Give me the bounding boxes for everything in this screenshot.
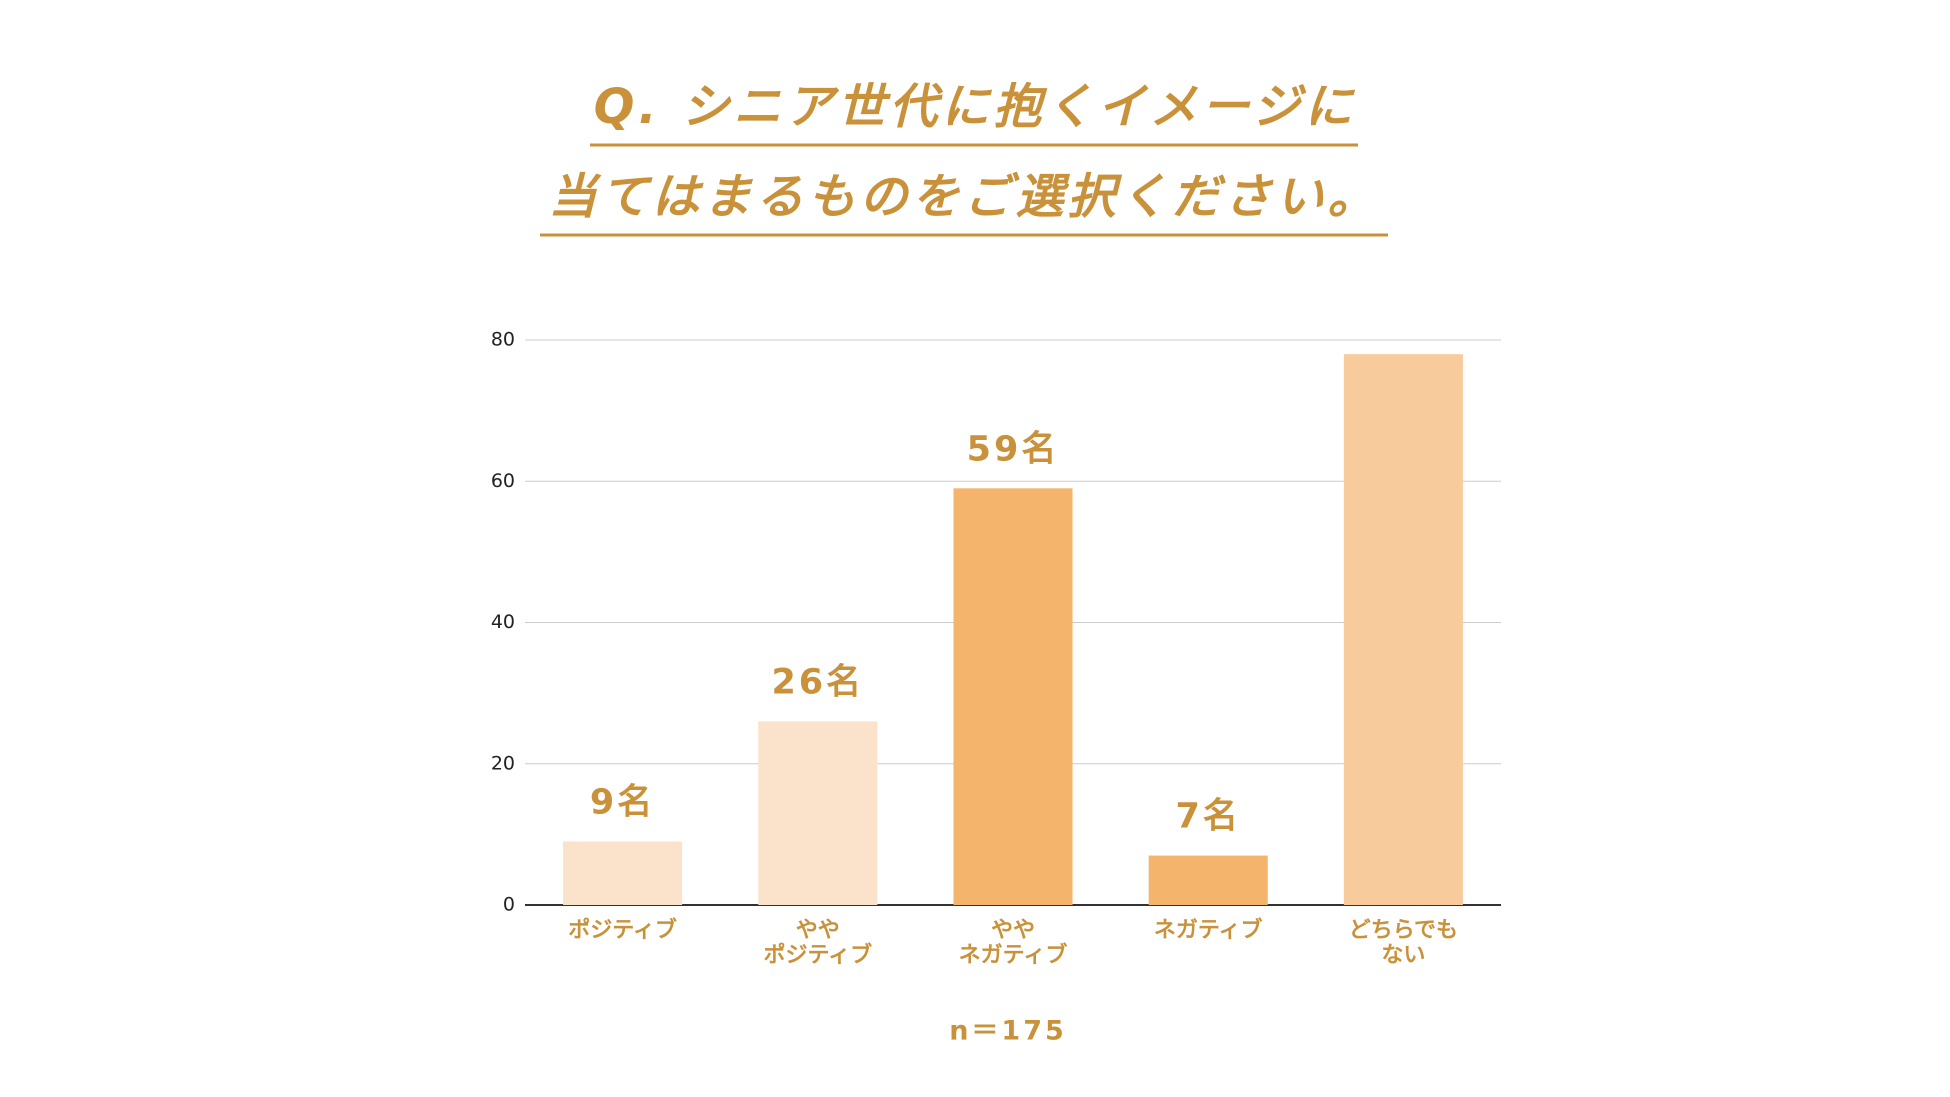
sample-size: n＝175 [949, 1016, 1067, 1047]
x-tick-label: どちらでも [1349, 918, 1458, 943]
y-tick-label: 20 [491, 752, 515, 774]
x-tick-label: ネガティブ [959, 942, 1068, 968]
value-label: 9名 [590, 782, 655, 822]
bar [563, 841, 683, 905]
value-label: 59名 [967, 429, 1060, 469]
y-tick-label: 80 [491, 329, 515, 351]
x-tick-label: ネガティブ [1154, 917, 1263, 943]
x-tick-label: ない [1381, 943, 1425, 968]
y-tick-label: 40 [491, 611, 515, 633]
bar [758, 721, 878, 905]
value-label: 26名 [771, 662, 864, 702]
y-tick-label: 60 [491, 470, 515, 492]
bar [1343, 354, 1463, 905]
bar [1148, 855, 1268, 905]
chart-title: 当てはまるものをご選択ください。 [548, 169, 1379, 225]
chart-title: Q. シニア世代に抱くイメージに [594, 79, 1357, 135]
bar [953, 488, 1073, 905]
value-label: 7名 [1176, 797, 1241, 837]
x-tick-label: やや [796, 918, 840, 943]
x-tick-label: ポジティブ [568, 917, 677, 943]
y-tick-label: 0 [503, 894, 515, 916]
x-tick-label: ポジティブ [763, 942, 872, 968]
x-tick-label: やや [991, 918, 1035, 943]
